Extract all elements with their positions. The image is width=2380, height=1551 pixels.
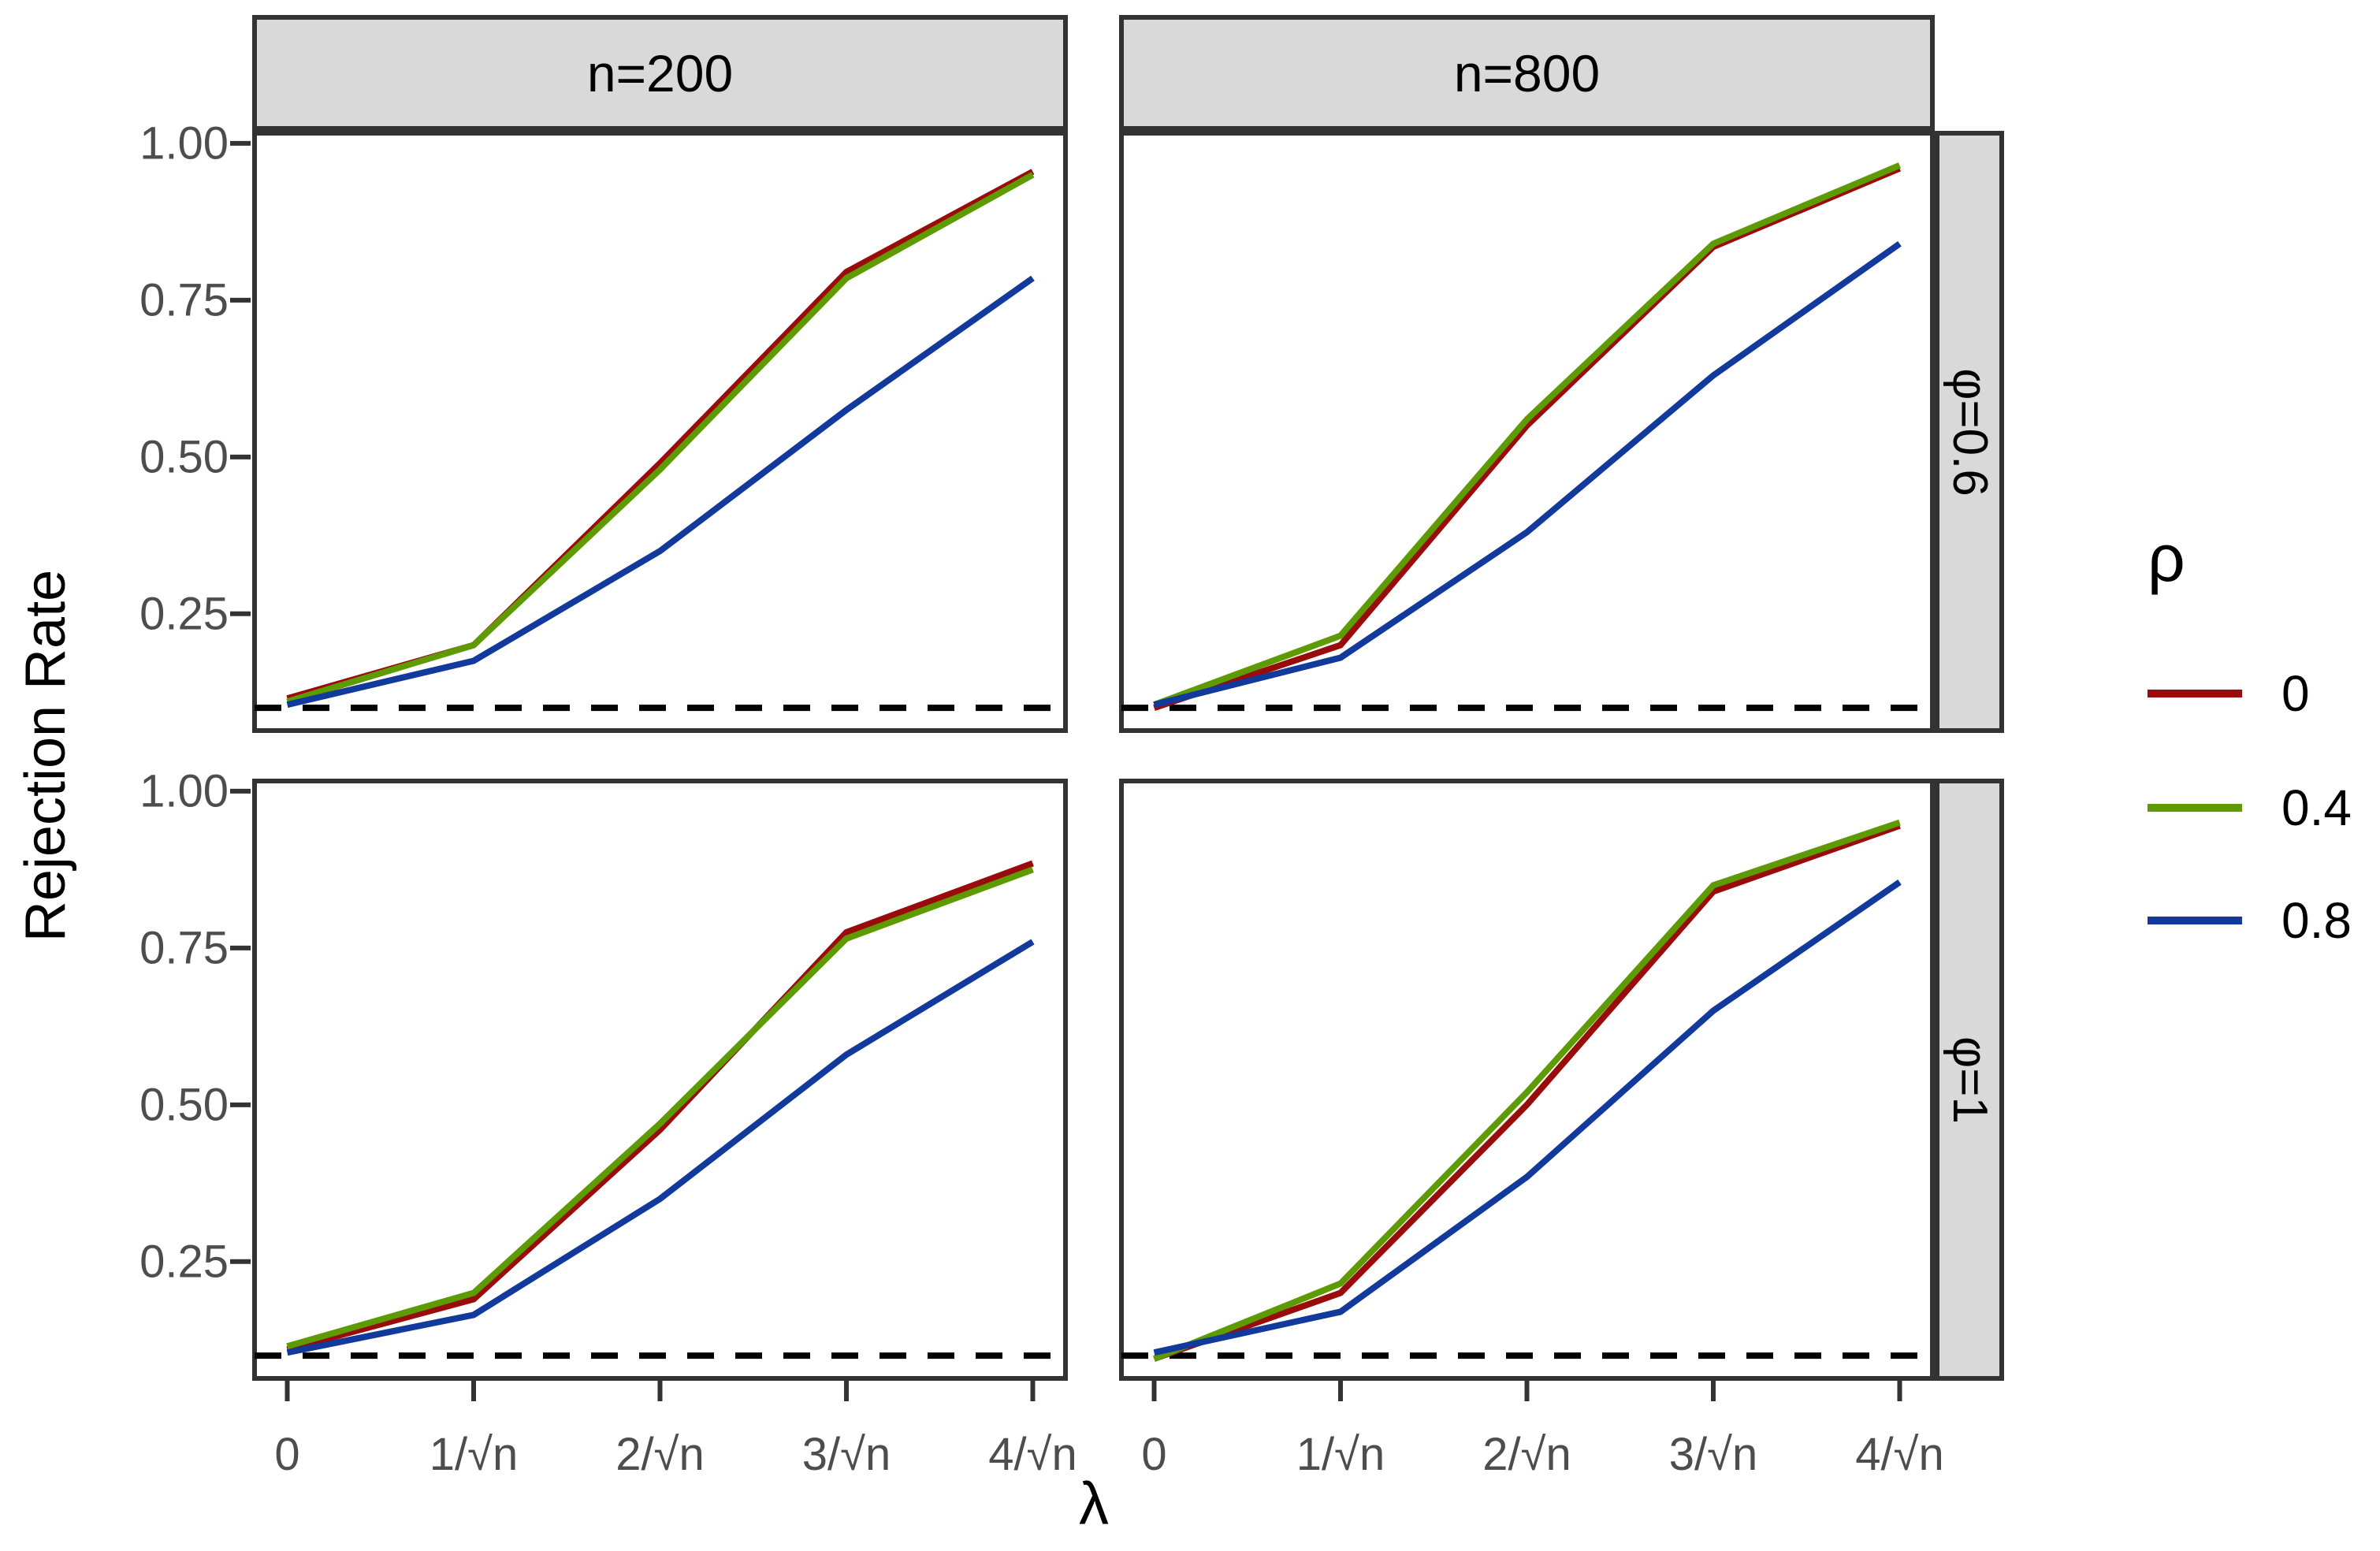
series-line-rho-0.8 [1153,240,1902,709]
facet-col-label: n=800 [1453,43,1601,102]
legend-key-line-blue [2148,917,2242,924]
series-line-rho-0.4 [286,172,1035,705]
series-line-rho-0 [286,860,1034,1353]
series-line-rho-0.8 [286,939,1035,1356]
legend-entry-label: 0.8 [2281,892,2352,949]
series-line-rho-0.8 [286,275,1035,709]
legend: ρ 0 0.4 0.8 [2120,520,2380,949]
legend-key-line-red [2148,690,2242,697]
series-line-rho-0.4 [1153,819,1901,1362]
facet-col-label: n=200 [586,43,734,102]
legend-entry-rho04: 0.4 [2120,779,2352,836]
legend-entry-rho08: 0.8 [2120,892,2352,949]
y-axis-title: Rejection Rate [14,569,77,943]
series-line-rho-0 [286,169,1035,702]
series-line-rho-0 [1153,166,1902,711]
facet-col-strip-n800: n=800 [1119,15,1935,131]
legend-entry-rho0: 0 [2120,665,2310,722]
series-line-rho-0.8 [1153,880,1902,1356]
series-line-rho-0.4 [1153,162,1902,708]
legend-entry-label: 0.4 [2281,779,2352,836]
facet-row-strip-phi1: φ=1 [1935,779,2004,1381]
legend-key-line-green [2148,804,2242,812]
facet-row-strip-phi06: φ=0.6 [1935,131,2004,733]
facet-col-strip-n200: n=200 [252,15,1068,131]
panel-n800-phi1 [1119,779,1935,1381]
series-line-rho-0.4 [286,866,1034,1350]
panel-n800-phi06 [1119,131,1935,733]
series-line-rho-0 [1153,822,1901,1362]
x-axis-title: λ [1079,1470,1109,1538]
legend-title: ρ [2148,521,2185,595]
panel-n200-phi1 [252,779,1068,1381]
legend-entry-label: 0 [2281,665,2310,722]
